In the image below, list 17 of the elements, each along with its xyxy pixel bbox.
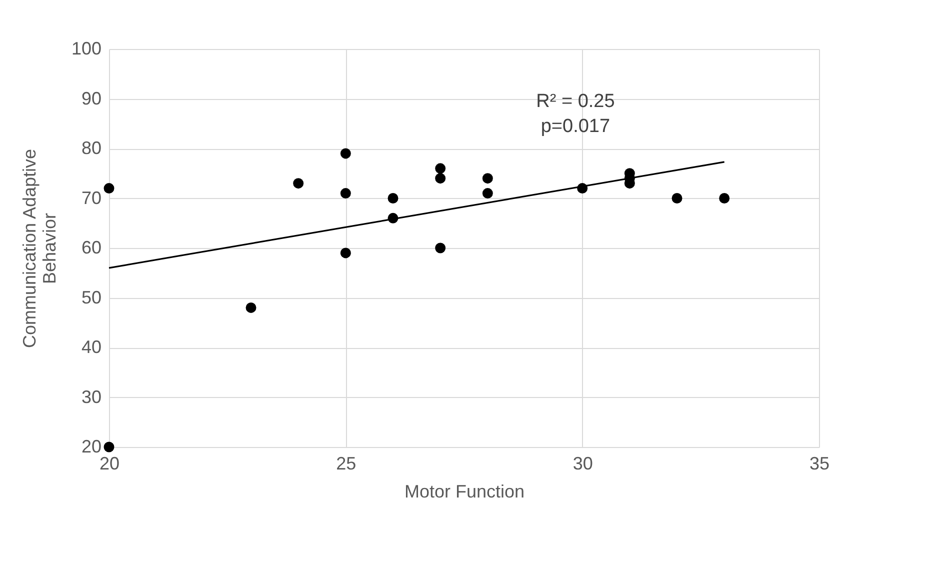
annotation: R² = 0.25 bbox=[536, 91, 615, 112]
y-tick-label: 50 bbox=[81, 287, 102, 308]
y-tick-label: 30 bbox=[81, 386, 102, 407]
y-tick-label: 60 bbox=[81, 238, 102, 258]
x-axis-title: Motor Function bbox=[404, 482, 525, 502]
y-tick-label: 20 bbox=[81, 436, 102, 456]
y-tick-label: 40 bbox=[81, 337, 102, 357]
y-tick-label: 100 bbox=[71, 38, 102, 58]
y-tick-label: 80 bbox=[81, 138, 102, 158]
x-tick-label: 35 bbox=[809, 454, 830, 474]
y-axis-title: Communication Adaptive Behavior bbox=[19, 148, 60, 348]
x-tick-label: 20 bbox=[99, 454, 120, 474]
x-tick-label: 30 bbox=[572, 454, 593, 474]
y-tick-label: 70 bbox=[81, 188, 102, 208]
x-tick-label: 25 bbox=[336, 454, 356, 474]
annotation: p=0.017 bbox=[540, 116, 610, 137]
y-tick-label: 90 bbox=[81, 88, 102, 108]
